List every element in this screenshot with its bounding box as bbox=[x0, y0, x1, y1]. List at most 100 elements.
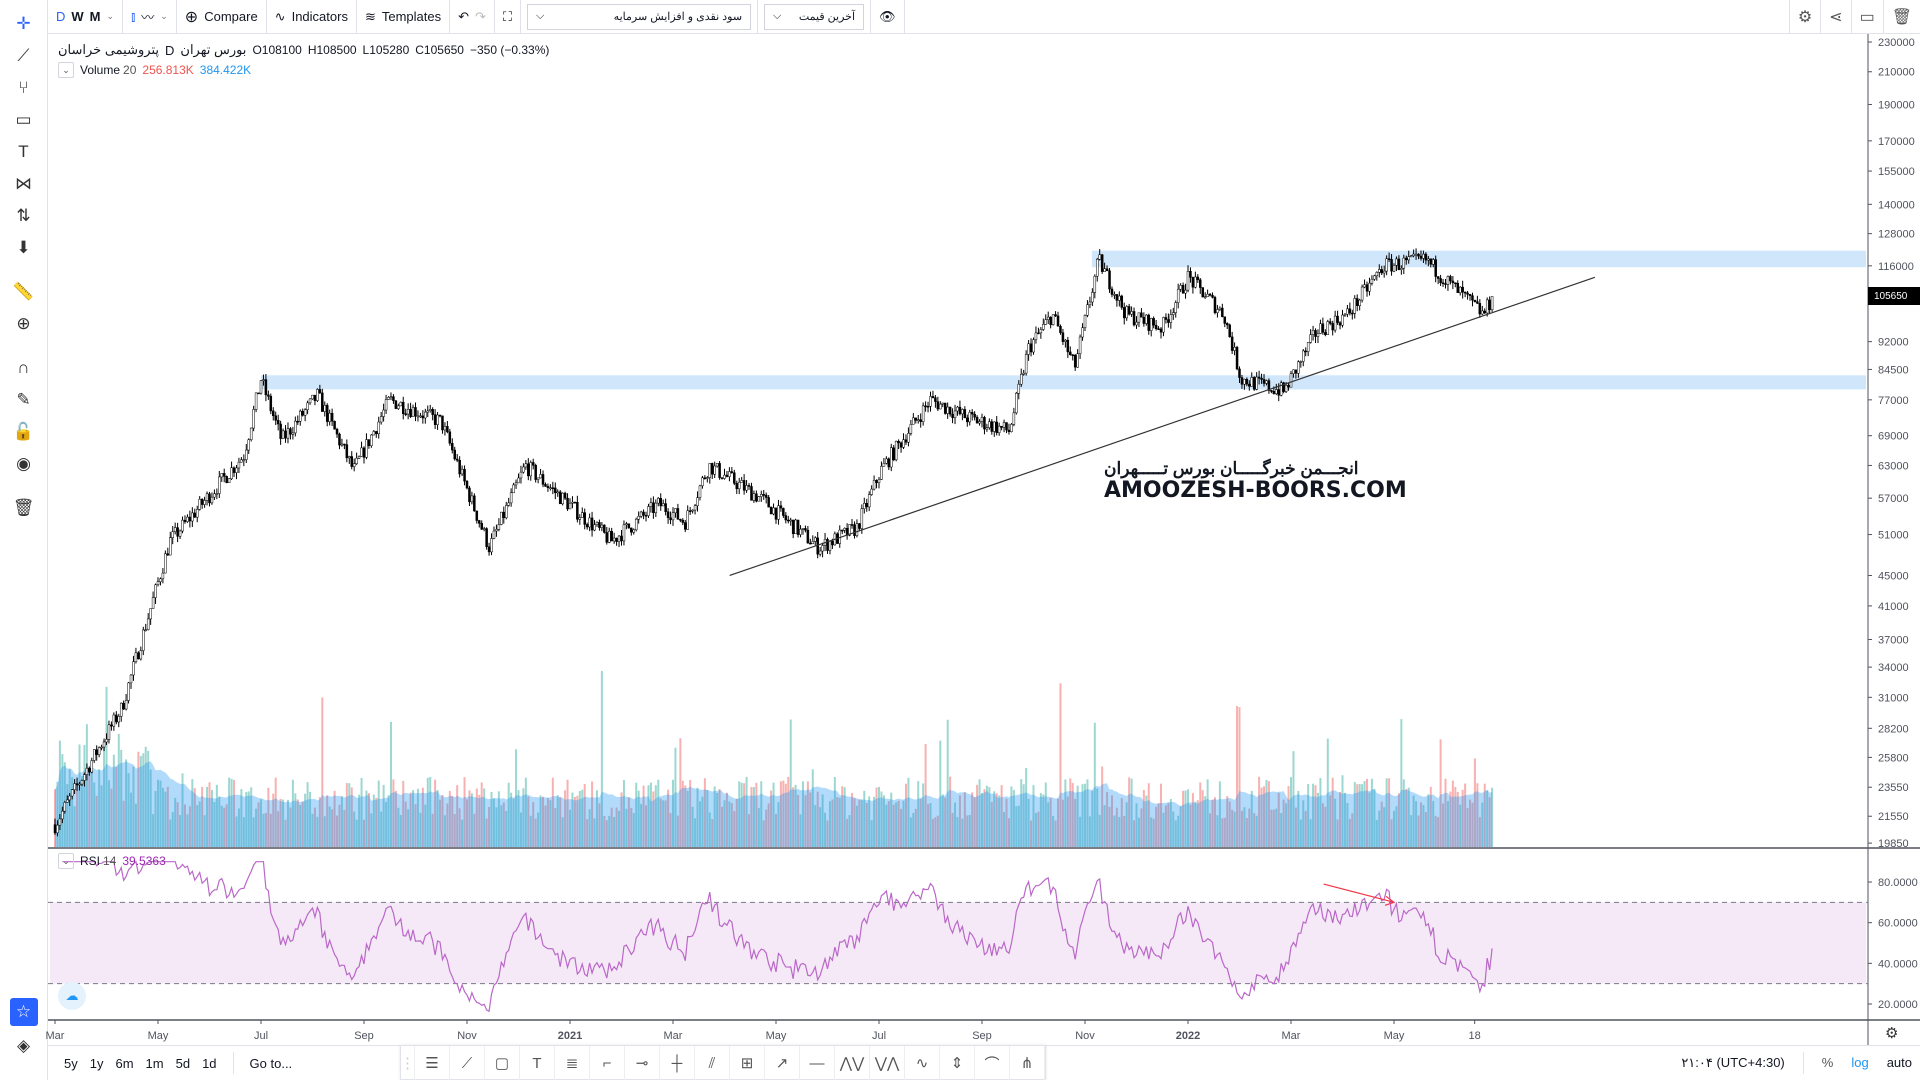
horizontal-line-icon[interactable]: — bbox=[800, 1046, 835, 1080]
timezone-clock[interactable]: ۲۱:۰۴ (UTC+4:30) bbox=[1681, 1054, 1785, 1070]
volume-bar bbox=[331, 809, 334, 847]
horizontal-lines-icon[interactable]: ☰ bbox=[415, 1046, 450, 1080]
abcd-pattern-icon[interactable]: ⋀⋁ bbox=[835, 1046, 870, 1080]
candle-body bbox=[1201, 287, 1204, 298]
price-range-icon[interactable]: ⊞ bbox=[730, 1046, 765, 1080]
lock-drawing-icon[interactable]: ✎ bbox=[16, 390, 31, 409]
trash-icon[interactable]: 🗑 bbox=[12, 498, 35, 517]
volume-bar bbox=[632, 813, 635, 847]
candle-body bbox=[634, 518, 638, 531]
interval-d[interactable]: D bbox=[56, 9, 66, 24]
candle-body bbox=[1287, 384, 1290, 388]
time-tick-label: Jul bbox=[872, 1030, 886, 1042]
compare-button[interactable]: ⊕ Compare bbox=[177, 0, 267, 33]
chevron-down-icon[interactable]: ⌄ bbox=[106, 11, 115, 21]
xabcd-pattern-icon[interactable]: ⋁⋀ bbox=[870, 1046, 905, 1080]
undo-icon[interactable]: ↶ bbox=[458, 8, 470, 24]
crosshair-icon[interactable]: ✛ bbox=[16, 14, 31, 33]
text-icon[interactable]: T bbox=[520, 1046, 555, 1080]
share-button[interactable]: ⋖ bbox=[1820, 0, 1850, 33]
rectangle-icon[interactable]: ▭ bbox=[15, 110, 32, 129]
range-6m[interactable]: 6m bbox=[115, 1055, 134, 1071]
delete-button[interactable]: 🗑 bbox=[1882, 0, 1920, 33]
ruler-icon[interactable]: 📏 bbox=[12, 282, 35, 301]
vertical-measure-icon[interactable]: ⇕ bbox=[940, 1046, 975, 1080]
eye-icon: 👁 bbox=[879, 8, 896, 24]
candle-body bbox=[907, 433, 910, 443]
volume-bar bbox=[752, 787, 755, 847]
symbol-name[interactable]: پتروشیمی خراسان bbox=[58, 42, 159, 57]
elliott-wave-icon[interactable]: ∿ bbox=[905, 1046, 940, 1080]
volume-bar bbox=[1419, 802, 1422, 847]
fib-icon[interactable]: ≣ bbox=[555, 1046, 590, 1080]
percent-toggle[interactable]: % bbox=[1821, 1055, 1834, 1070]
layers-icon[interactable]: ◈ bbox=[16, 1036, 31, 1055]
axis-settings-icon[interactable]: ⚙ bbox=[1885, 1025, 1899, 1042]
parallel-channel-icon[interactable]: ⫽ bbox=[695, 1046, 730, 1080]
range-1y[interactable]: 1y bbox=[89, 1055, 104, 1071]
settings-button[interactable]: ⚙ bbox=[1788, 0, 1820, 33]
zoom-in-icon[interactable]: ⊕ bbox=[16, 314, 31, 333]
arrow-down-icon[interactable]: ⬇ bbox=[16, 238, 31, 257]
volume-bar bbox=[1196, 800, 1199, 847]
horizontal-ray-icon[interactable]: ⊸ bbox=[625, 1046, 660, 1080]
auto-toggle[interactable]: auto bbox=[1886, 1055, 1912, 1070]
fullscreen-button[interactable]: ⛶ bbox=[495, 0, 522, 33]
goto-button[interactable]: Go to... bbox=[249, 1055, 293, 1071]
price-source-select[interactable]: آخرین قیمت ⌵ bbox=[764, 3, 865, 30]
pitchfork-icon[interactable]: ⋔ bbox=[1010, 1046, 1045, 1080]
volume-bar bbox=[806, 781, 809, 847]
templates-button[interactable]: ≋ Templates bbox=[357, 0, 451, 33]
log-toggle[interactable]: log bbox=[1851, 1055, 1869, 1070]
volume-bar bbox=[475, 788, 478, 847]
visibility-button[interactable]: 👁 bbox=[870, 0, 905, 33]
trend-line-icon[interactable]: ⟋ bbox=[17, 46, 30, 65]
range-1d[interactable]: 1d bbox=[202, 1055, 217, 1071]
candle-body bbox=[127, 682, 130, 701]
unlock-icon[interactable]: 🔓 bbox=[12, 422, 35, 441]
candle-body bbox=[1127, 306, 1131, 315]
grip-icon[interactable]: ⋮ bbox=[400, 1046, 415, 1080]
candle-body bbox=[1218, 307, 1222, 310]
favorites-star-icon[interactable]: ☆ bbox=[9, 998, 38, 1026]
interval-m[interactable]: M bbox=[89, 9, 101, 24]
range-1m[interactable]: 1m bbox=[145, 1055, 164, 1071]
text-icon[interactable]: T bbox=[18, 142, 29, 161]
range-5d[interactable]: 5d bbox=[175, 1055, 191, 1071]
callout-icon[interactable]: ⌐ bbox=[590, 1046, 625, 1080]
candle-body bbox=[642, 511, 645, 516]
tradingview-logo-icon[interactable]: ☁ bbox=[58, 982, 86, 1010]
rsi-period: 14 bbox=[103, 854, 117, 868]
rectangle-icon[interactable]: ▢ bbox=[485, 1046, 520, 1080]
collapse-rsi-button[interactable]: ⌄ bbox=[58, 853, 74, 869]
arrow-icon[interactable]: ↗ bbox=[765, 1046, 800, 1080]
volume-bar bbox=[804, 795, 807, 847]
candle-body bbox=[1061, 332, 1065, 342]
volume-bar bbox=[1209, 813, 1212, 847]
crosshair-icon[interactable]: ┼ bbox=[660, 1046, 695, 1080]
adjustment-select[interactable]: سود نقدی و افزایش سرمایه ⌵ bbox=[527, 3, 752, 30]
range-5y[interactable]: 5y bbox=[64, 1055, 78, 1071]
redo-icon[interactable]: ↷ bbox=[475, 8, 486, 24]
volume-bar bbox=[1385, 778, 1388, 847]
trend-line-icon[interactable]: ⟋ bbox=[450, 1046, 485, 1080]
volume-bar bbox=[730, 803, 733, 847]
snapshot-button[interactable]: ▭ bbox=[1850, 0, 1883, 33]
chart-canvas[interactable]: 230000 210000 190000 170000 155000 140000 1280… bbox=[0, 0, 1920, 1045]
pattern-icon[interactable]: ⋈ bbox=[15, 174, 32, 193]
candle-body bbox=[218, 476, 221, 494]
interval-w[interactable]: W bbox=[71, 9, 84, 24]
candle-body bbox=[581, 512, 584, 518]
fork-icon[interactable]: ⑂ bbox=[18, 78, 29, 97]
candle-body bbox=[890, 447, 893, 468]
volume-bar bbox=[770, 790, 773, 847]
eye-icon[interactable]: ◉ bbox=[16, 454, 31, 473]
magnet-icon[interactable]: ∩ bbox=[17, 358, 30, 377]
brush-icon[interactable]: ⌒ bbox=[975, 1046, 1010, 1080]
indicators-button[interactable]: ∿ Indicators bbox=[267, 0, 357, 33]
chart-type-selector[interactable]: ⫾ 〰 ⌄ bbox=[123, 0, 177, 33]
prediction-icon[interactable]: ⇅ bbox=[16, 206, 31, 225]
collapse-volume-button[interactable]: ⌄ bbox=[58, 62, 74, 78]
volume-bar bbox=[1442, 803, 1445, 847]
volume-bar bbox=[1015, 806, 1018, 847]
